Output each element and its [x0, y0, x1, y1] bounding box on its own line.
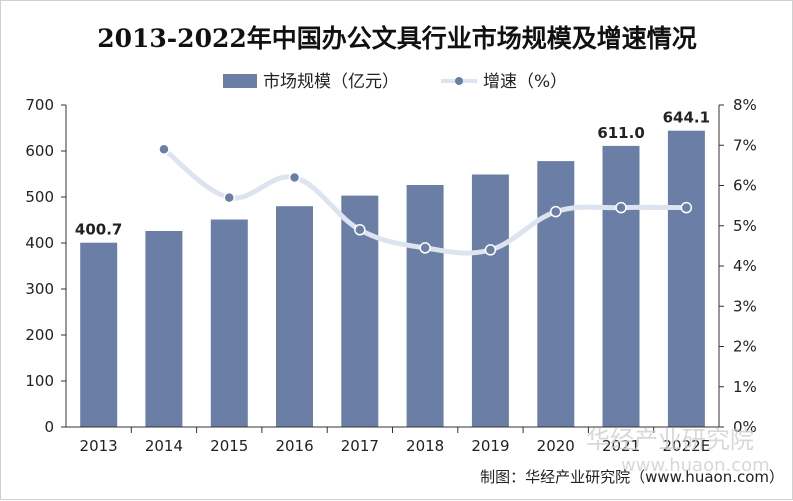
y-left-tick-label: 100 [25, 372, 54, 390]
bar-2020 [537, 161, 575, 427]
bar-value-label-2022E: 644.1 [663, 109, 710, 127]
y-right-tick-label: 0% [733, 418, 757, 436]
y-left-tick-label: 200 [25, 326, 54, 344]
growth-point-2020 [550, 205, 562, 218]
x-tick-label: 2013 [80, 437, 118, 455]
x-tick-label: 2021 [602, 437, 640, 455]
bar-value-label-2013: 400.7 [75, 221, 122, 239]
y-left-tick-label: 500 [25, 188, 54, 206]
x-tick-label: 2014 [145, 437, 183, 455]
growth-line-layer [158, 143, 693, 256]
watermark-url: www.huaon.com [621, 455, 770, 476]
x-tick-label: 2015 [210, 437, 248, 455]
legend-line-label: 增速（%） [483, 72, 567, 92]
y-right-tick-label: 7% [733, 136, 757, 154]
legend-bar-swatch [223, 74, 257, 88]
growth-point-2022E [680, 201, 693, 214]
bar-2013 [80, 242, 118, 427]
legend-bar-label: 市场规模（亿元） [263, 72, 399, 92]
growth-point-2014 [158, 143, 170, 156]
bar-value-label-2021: 611.0 [597, 124, 644, 142]
x-tick-label: 2022E [663, 437, 711, 455]
growth-point-2018 [419, 242, 431, 254]
y-right-tick-label: 2% [733, 338, 757, 356]
x-tick-label: 2019 [471, 437, 509, 455]
source-note: 制图：华经产业研究院（www.huaon.com） [480, 468, 784, 486]
legend-line-marker [455, 77, 463, 85]
legend: 市场规模（亿元） 增速（%） [223, 72, 567, 92]
bar-2014 [145, 231, 183, 427]
y-right-tick-label: 5% [733, 217, 757, 235]
data-labels-layer: 400.7 611.0 644.1 [75, 109, 710, 239]
y-right-tick-label: 3% [733, 297, 757, 315]
bar-2016 [276, 206, 313, 427]
growth-point-2019 [484, 244, 497, 256]
y-left-tick-label: 300 [25, 280, 54, 298]
growth-point-2017 [354, 224, 366, 236]
growth-point-2016 [288, 171, 301, 184]
y-right-tick-label: 8% [733, 96, 757, 114]
x-tick-label: 2020 [537, 437, 575, 455]
bars-layer [80, 130, 705, 427]
bar-2021 [602, 145, 640, 427]
y-right-tick-label: 4% [733, 257, 757, 275]
y-left-tick-label: 700 [25, 96, 54, 114]
watermark-name: 华经产业研究院 [586, 426, 754, 454]
bar-2018 [406, 185, 444, 427]
y-left-tick-label: 400 [25, 234, 54, 252]
x-tick-label: 2017 [341, 437, 379, 455]
y-right-tick-label: 6% [733, 177, 757, 195]
bar-2022E [667, 130, 705, 427]
growth-point-2021 [615, 201, 627, 214]
bar-2019 [471, 174, 509, 427]
y-left-tick-label: 0 [44, 418, 54, 436]
axes-layer: 2013 2014 2015 2016 2017 2018 2019 2020 2021 2022… [25, 96, 756, 455]
chart-title: 2013-2022年中国办公文具行业市场规模及增速情况 [97, 24, 697, 53]
bar-2015 [210, 219, 248, 427]
x-tick-label: 2018 [406, 437, 444, 455]
growth-point-2015 [223, 191, 235, 204]
y-right-tick-label: 1% [733, 378, 757, 396]
y-left-tick-label: 600 [25, 142, 54, 160]
x-tick-label: 2016 [275, 437, 313, 455]
